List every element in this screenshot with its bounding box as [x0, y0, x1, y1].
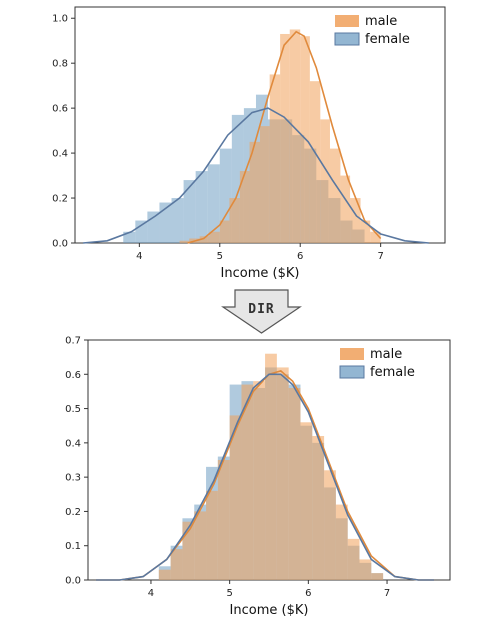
x-tick-label: 4 — [148, 588, 154, 599]
x-tick-label: 5 — [217, 251, 223, 262]
y-tick-label: 0.2 — [52, 194, 68, 205]
male-bar — [276, 367, 289, 580]
y-tick-label: 0.5 — [65, 404, 81, 415]
male-legend-swatch — [340, 348, 364, 360]
top-x-ticks: 4 5 6 7 — [136, 243, 384, 262]
male-bar — [170, 549, 183, 580]
top-y-ticks: 0.0 0.2 0.4 0.6 0.8 1.0 — [52, 14, 75, 250]
male-bar — [253, 381, 266, 580]
male-bar — [158, 569, 171, 580]
x-tick-label: 7 — [377, 251, 383, 262]
arrow-label: DIR — [248, 302, 274, 317]
male-bar — [217, 460, 230, 580]
x-tick-label: 6 — [297, 251, 303, 262]
female-legend-swatch-outline — [339, 365, 365, 379]
male-bar — [347, 538, 360, 580]
male-bar — [182, 521, 195, 580]
male-bar — [241, 384, 254, 580]
male-bar — [289, 29, 301, 243]
x-tick-label: 4 — [136, 251, 142, 262]
female-bar — [147, 211, 160, 243]
y-tick-label: 0.0 — [52, 239, 68, 250]
y-tick-label: 0.4 — [52, 149, 68, 160]
male-bar — [360, 220, 371, 243]
y-tick-label: 1.0 — [52, 14, 68, 25]
bottom-x-ticks: 4 5 6 7 — [148, 580, 390, 599]
female-legend-label: female — [365, 32, 410, 47]
female-bar — [159, 202, 172, 243]
female-bar — [135, 220, 148, 243]
female-kde-line — [82, 107, 429, 244]
male-bar — [370, 231, 381, 243]
male-bar — [199, 236, 210, 243]
top-histogram-bars — [123, 29, 381, 244]
male-bar — [219, 220, 230, 243]
y-tick-label: 0.6 — [52, 104, 68, 115]
male-bar — [229, 198, 240, 243]
male-legend-label: male — [370, 347, 402, 362]
female-bar — [183, 180, 196, 243]
x-tick-label: 5 — [226, 588, 232, 599]
top-x-axis-label: Income ($K) — [221, 266, 300, 281]
bottom-legend: male female — [339, 347, 415, 380]
male-bar — [335, 504, 348, 580]
transform-arrow: DIR — [221, 289, 302, 334]
male-bar — [269, 74, 281, 243]
female-legend-swatch-outline — [334, 32, 360, 46]
bottom-x-axis-label: Income ($K) — [230, 603, 309, 618]
male-bar — [249, 141, 260, 243]
y-tick-label: 0.6 — [65, 370, 81, 381]
y-tick-label: 0.4 — [65, 438, 81, 449]
y-tick-label: 0.7 — [65, 336, 81, 347]
y-tick-label: 0.2 — [65, 507, 81, 518]
female-legend-swatch — [335, 33, 359, 45]
male-bar — [324, 470, 336, 580]
male-legend-label: male — [365, 14, 397, 29]
male-bar — [288, 388, 301, 580]
x-tick-label: 6 — [305, 588, 311, 599]
male-bar — [206, 490, 218, 580]
female-bar — [195, 171, 208, 243]
male-bar — [340, 175, 351, 243]
male-bar — [309, 81, 321, 244]
male-bar — [320, 119, 330, 243]
male-bar — [239, 171, 250, 243]
y-tick-label: 0.3 — [65, 473, 81, 484]
y-tick-label: 0.0 — [65, 576, 81, 587]
female-kde-line — [95, 373, 435, 581]
bottom-income-histogram: 4 5 6 7 0.0 0.1 0.2 0.3 0.4 0.5 0.6 0.7 Income ($K… — [65, 336, 451, 618]
top-legend: male female — [334, 14, 410, 47]
top-income-histogram: 4 5 6 7 0.0 0.2 0.4 0.6 0.8 1.0 Income ($K) male… — [52, 6, 446, 281]
female-legend-swatch — [340, 366, 364, 378]
female-bar — [207, 164, 220, 243]
bottom-kde-lines — [95, 370, 435, 581]
male-bar — [229, 415, 242, 580]
male-bar — [179, 240, 190, 243]
female-legend-label: female — [370, 365, 415, 380]
y-tick-label: 0.1 — [65, 541, 81, 552]
male-bar — [350, 198, 361, 243]
top-kde-lines — [82, 30, 429, 244]
male-kde-line — [187, 30, 382, 244]
y-tick-label: 0.8 — [52, 59, 68, 70]
male-legend-swatch — [335, 15, 359, 27]
male-bar — [265, 353, 277, 580]
male-bar — [260, 126, 270, 243]
male-bar — [209, 231, 220, 243]
male-bar — [359, 559, 372, 580]
male-bar — [329, 148, 341, 243]
male-bar — [194, 511, 207, 580]
bottom-y-ticks: 0.0 0.1 0.2 0.3 0.4 0.5 0.6 0.7 — [65, 336, 88, 587]
male-bar — [280, 33, 290, 243]
female-bar — [123, 231, 136, 243]
male-bar — [312, 436, 325, 580]
bottom-histogram-bars — [158, 353, 384, 580]
male-bar — [300, 422, 313, 580]
x-tick-label: 7 — [384, 588, 390, 599]
male-bar — [371, 573, 384, 580]
arrow-shape — [221, 289, 302, 334]
female-bar — [171, 198, 184, 243]
